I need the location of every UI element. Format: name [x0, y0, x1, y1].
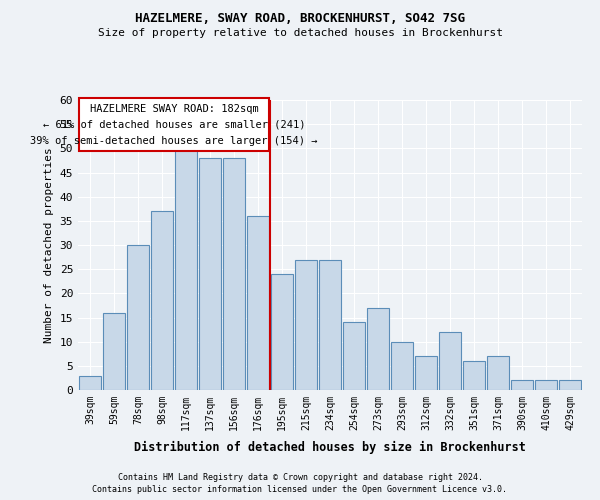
Bar — [367, 308, 389, 390]
Bar — [511, 380, 533, 390]
Y-axis label: Number of detached properties: Number of detached properties — [44, 147, 54, 343]
Text: 39% of semi-detached houses are larger (154) →: 39% of semi-detached houses are larger (… — [30, 136, 318, 146]
Bar — [439, 332, 461, 390]
Text: Contains public sector information licensed under the Open Government Licence v3: Contains public sector information licen… — [92, 484, 508, 494]
Bar — [535, 380, 557, 390]
Bar — [175, 148, 197, 390]
Bar — [319, 260, 341, 390]
Bar — [247, 216, 269, 390]
Text: Distribution of detached houses by size in Brockenhurst: Distribution of detached houses by size … — [134, 441, 526, 454]
Bar — [223, 158, 245, 390]
Bar — [295, 260, 317, 390]
Bar — [127, 245, 149, 390]
Bar — [415, 356, 437, 390]
Text: HAZELMERE SWAY ROAD: 182sqm: HAZELMERE SWAY ROAD: 182sqm — [89, 104, 259, 114]
Bar — [103, 312, 125, 390]
Bar — [391, 342, 413, 390]
Text: Size of property relative to detached houses in Brockenhurst: Size of property relative to detached ho… — [97, 28, 503, 38]
Bar — [271, 274, 293, 390]
Bar — [79, 376, 101, 390]
Bar — [559, 380, 581, 390]
Bar — [151, 211, 173, 390]
Bar — [199, 158, 221, 390]
Text: ← 61% of detached houses are smaller (241): ← 61% of detached houses are smaller (24… — [43, 119, 305, 129]
Bar — [463, 361, 485, 390]
Text: HAZELMERE, SWAY ROAD, BROCKENHURST, SO42 7SG: HAZELMERE, SWAY ROAD, BROCKENHURST, SO42… — [135, 12, 465, 26]
Bar — [343, 322, 365, 390]
Bar — [487, 356, 509, 390]
Bar — [79, 98, 269, 151]
Text: Contains HM Land Registry data © Crown copyright and database right 2024.: Contains HM Land Registry data © Crown c… — [118, 473, 482, 482]
